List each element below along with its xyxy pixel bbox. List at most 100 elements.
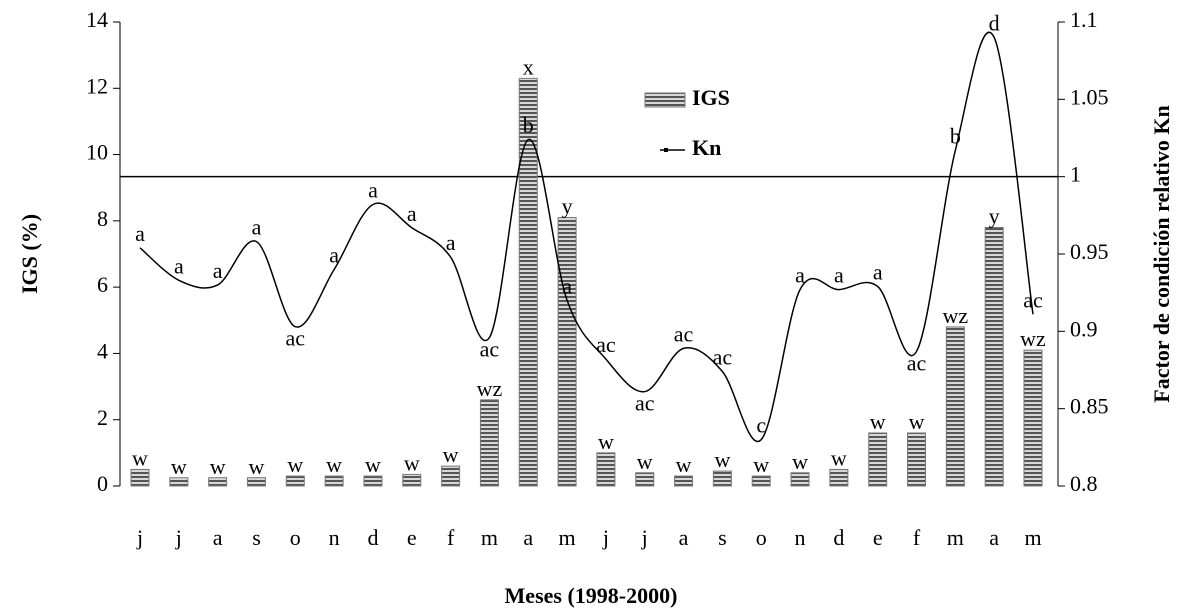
y2-axis-title: Factor de condición relativo Kn [1149, 105, 1174, 402]
x-tick-label: n [329, 525, 340, 550]
bar [1023, 349, 1043, 487]
bar [208, 477, 228, 487]
line-annotation: a [407, 201, 417, 226]
bar [907, 432, 927, 487]
bar-annotation: y [562, 194, 573, 219]
y-tick-label: 8 [97, 206, 108, 231]
bar-annotation: w [404, 450, 420, 475]
line-annotation: a [135, 221, 145, 246]
x-tick-label: j [602, 525, 609, 550]
y-tick-label: 4 [97, 338, 108, 363]
bar-annotation: w [792, 449, 808, 474]
line-annotation: ac [1023, 287, 1043, 312]
x-tick-label: m [481, 525, 498, 550]
line-annotation: a [834, 263, 844, 288]
x-tick-label: e [407, 525, 417, 550]
y-tick-label: 2 [97, 405, 108, 430]
y-tick-label: 10 [86, 140, 108, 165]
x-tick-label: o [756, 525, 767, 550]
y-tick-label: 14 [86, 7, 108, 32]
bar-annotation: w [909, 409, 925, 434]
bar-annotation: w [714, 447, 730, 472]
x-tick-label: m [947, 525, 964, 550]
y2-tick-label: 1.1 [1070, 7, 1098, 32]
bar-annotation: y [989, 204, 1000, 229]
bar [402, 473, 422, 487]
bar-annotation: wz [477, 376, 503, 401]
bar [441, 465, 461, 487]
line-annotation: b [950, 123, 961, 148]
x-tick-label: m [559, 525, 576, 550]
bar [363, 475, 383, 487]
line [139, 31, 1034, 443]
bar-annotation: w [443, 442, 459, 467]
legend-label: IGS [692, 85, 730, 110]
bar-annotation: w [870, 409, 886, 434]
y-tick-label: 12 [86, 73, 108, 98]
bar [984, 226, 1004, 487]
bar [674, 475, 694, 487]
x-tick-label: a [989, 525, 999, 550]
line-annotation: ac [907, 350, 927, 375]
line-annotation: a [174, 253, 184, 278]
x-tick-label: o [290, 525, 301, 550]
bar [285, 475, 305, 487]
bar-annotation: w [831, 445, 847, 470]
x-tick-label: m [1024, 525, 1041, 550]
line-annotation: a [252, 215, 262, 240]
bar-annotation: wz [943, 303, 969, 328]
bar-annotation: w [676, 452, 692, 477]
bar-annotation: w [249, 454, 265, 479]
x-tick-label: j [175, 525, 182, 550]
x-tick-label: d [367, 525, 378, 550]
line-annotation: ac [480, 337, 500, 362]
x-tick-label: j [641, 525, 648, 550]
x-tick-label: a [523, 525, 533, 550]
line-annotation: ac [713, 345, 733, 370]
bar-annotation: w [637, 449, 653, 474]
line-annotation: ac [635, 391, 655, 416]
line-annotation: ac [596, 332, 616, 357]
line-annotation: b [523, 113, 534, 138]
x-tick-label: e [873, 525, 883, 550]
bar [829, 468, 849, 487]
line-annotation: a [562, 273, 572, 298]
y-axis-title: IGS (%) [17, 214, 42, 294]
y2-tick-label: 0.85 [1070, 394, 1109, 419]
x-tick-label: j [136, 525, 143, 550]
bar [790, 472, 810, 487]
x-tick-label: f [913, 525, 921, 550]
bar-annotation: w [753, 452, 769, 477]
bar [557, 217, 577, 487]
bar [868, 432, 888, 487]
x-tick-label: n [795, 525, 806, 550]
bar-annotation: wz [1020, 326, 1046, 351]
x-tick-label: d [833, 525, 844, 550]
x-tick-label: a [213, 525, 223, 550]
line-annotation: ac [286, 326, 306, 351]
x-tick-label: s [718, 525, 727, 550]
x-axis-title: Meses (1998-2000) [505, 583, 678, 608]
bar-annotation: w [210, 454, 226, 479]
bar-annotation: w [365, 452, 381, 477]
y2-tick-label: 0.8 [1070, 471, 1098, 496]
line-annotation: a [368, 178, 378, 203]
bar [479, 399, 499, 487]
bar-annotation: w [171, 454, 187, 479]
x-tick-label: s [252, 525, 261, 550]
y-tick-label: 0 [97, 471, 108, 496]
bar [596, 452, 616, 487]
y2-tick-label: 0.95 [1070, 239, 1109, 264]
bar [324, 475, 344, 487]
y2-tick-label: 0.9 [1070, 316, 1098, 341]
legend-swatch [644, 92, 686, 108]
y2-tick-label: 1.05 [1070, 84, 1109, 109]
bar [518, 77, 538, 487]
line-annotation: a [873, 260, 883, 285]
bar-annotation: w [598, 429, 614, 454]
legend-label: Kn [692, 135, 721, 160]
bar-annotation: x [523, 54, 534, 79]
x-tick-label: f [447, 525, 455, 550]
y-tick-label: 6 [97, 272, 108, 297]
bar-annotation: w [326, 452, 342, 477]
